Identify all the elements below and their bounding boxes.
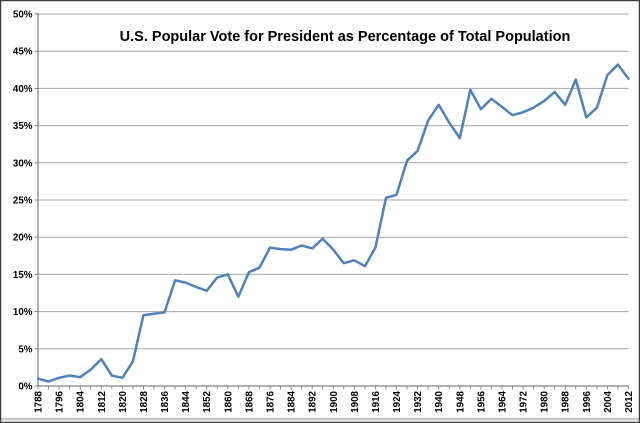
- x-tick-label: 1956: [476, 390, 487, 412]
- axes-layer: [34, 13, 629, 390]
- x-tick-label: 1796: [55, 390, 66, 412]
- y-tick-label: 50%: [13, 10, 33, 21]
- data-series-layer: [36, 63, 630, 383]
- x-tick-label: 1972: [519, 390, 530, 412]
- x-tick-label: 1988: [561, 390, 572, 412]
- x-tick-label: 1844: [181, 390, 192, 412]
- x-tick-label: 1900: [329, 390, 340, 412]
- y-tick-label: 10%: [13, 307, 33, 318]
- x-tick-label: 1908: [350, 390, 361, 412]
- x-tick-label: 2012: [624, 390, 635, 412]
- x-tick-label: 1940: [434, 390, 445, 412]
- axis-labels-layer: 0% 5% 10% 15% 20% 25% 30% 35% 40% 45% 50% 1788 1796 1…: [13, 10, 635, 413]
- x-tick-label: 1860: [223, 390, 234, 412]
- x-tick-label: 1932: [413, 390, 424, 412]
- y-tick-label: 30%: [13, 158, 33, 169]
- x-tick-label: 1980: [540, 390, 551, 412]
- x-tick-label: 1836: [160, 390, 171, 412]
- x-tick-label: 1884: [287, 390, 298, 412]
- chart-bottom-strip: [1, 417, 639, 421]
- x-tick-label: 2004: [603, 390, 614, 412]
- x-tick-label: 1964: [497, 390, 508, 412]
- x-tick-label: 1812: [97, 390, 108, 412]
- x-tick-label: 1828: [139, 390, 150, 412]
- x-tick-label: 1892: [308, 390, 319, 412]
- chart-title: U.S. Popular Vote for President as Perce…: [120, 29, 571, 45]
- x-tick-label: 1820: [118, 390, 129, 412]
- x-tick-label: 1868: [244, 390, 255, 412]
- y-tick-label: 0%: [18, 382, 32, 393]
- x-tick-label: 1852: [202, 390, 213, 412]
- x-tick-label: 1924: [392, 390, 403, 412]
- y-tick-label: 35%: [13, 121, 33, 132]
- data-line: [36, 63, 630, 383]
- y-tick-label: 40%: [13, 84, 33, 95]
- x-tick-label: 1996: [582, 390, 593, 412]
- y-tick-label: 15%: [13, 270, 33, 281]
- x-tick-label: 1948: [455, 390, 466, 412]
- x-tick-label: 1788: [34, 390, 45, 412]
- y-tick-label: 45%: [13, 47, 33, 58]
- x-tick-label: 1804: [76, 390, 87, 412]
- y-tick-label: 25%: [13, 196, 33, 207]
- y-tick-label: 20%: [13, 233, 33, 244]
- gridlines-layer: [38, 13, 629, 350]
- x-tick-label: 1876: [265, 390, 276, 412]
- x-tick-label: 1916: [371, 390, 382, 412]
- y-tick-label: 5%: [18, 344, 32, 355]
